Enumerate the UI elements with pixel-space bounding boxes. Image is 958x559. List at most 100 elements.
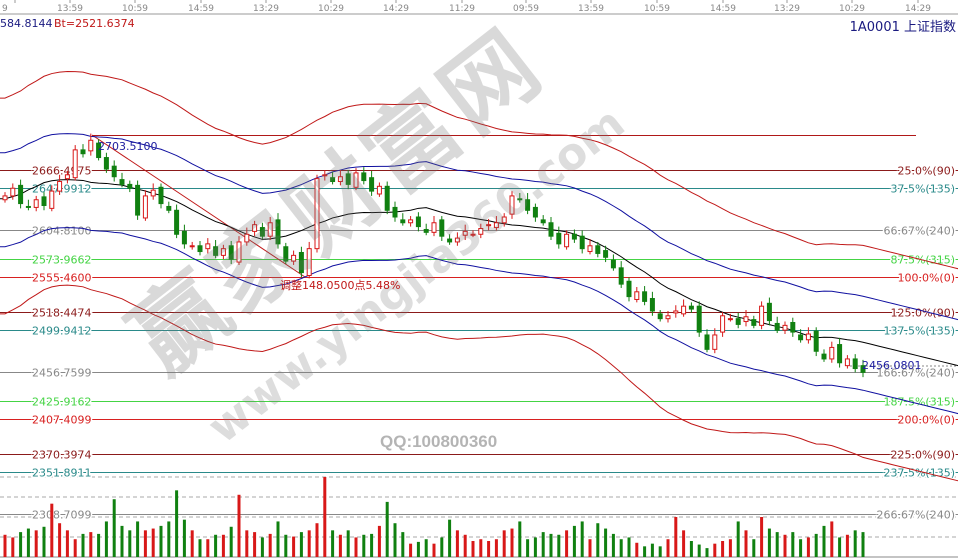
volume-bar xyxy=(206,539,210,557)
candle-body xyxy=(49,190,55,209)
candle-body xyxy=(603,250,609,258)
candle-body xyxy=(610,259,616,269)
candle-body xyxy=(618,267,624,285)
volume-bar xyxy=(346,530,350,557)
candle-body xyxy=(10,187,16,197)
candle-body xyxy=(259,227,265,237)
candle-body xyxy=(860,365,866,373)
candle-body xyxy=(493,222,499,229)
lower-inner-band xyxy=(0,227,958,415)
volume-bar xyxy=(666,539,670,557)
candle-body xyxy=(509,195,515,215)
time-axis-label: 10:59 xyxy=(644,4,670,14)
candle-body xyxy=(517,198,523,201)
candle-body xyxy=(704,334,710,350)
volume-bar xyxy=(806,537,810,557)
candle-body xyxy=(330,177,336,183)
fib-percent-label: 187.5%(315) xyxy=(883,396,955,409)
volume-bar xyxy=(385,501,389,557)
candle-body xyxy=(626,280,632,298)
candle-body xyxy=(681,305,687,315)
candle-body xyxy=(727,318,733,321)
volume-bar xyxy=(401,532,405,557)
fib-price-label: 2499.9412 xyxy=(32,325,92,338)
volume-bar xyxy=(736,521,740,557)
fib-price-label: 2351.8911 xyxy=(32,467,92,480)
candle-body xyxy=(88,139,94,152)
candle-body xyxy=(774,322,780,331)
volume-bar xyxy=(393,523,397,557)
volume-bar xyxy=(338,534,342,557)
candle-body xyxy=(735,318,741,325)
fib-price-label: 2518.4474 xyxy=(32,307,92,320)
candle-body xyxy=(400,219,406,224)
candle-body xyxy=(798,334,804,341)
volume-bar xyxy=(229,526,233,557)
volume-bar xyxy=(557,534,561,557)
candle-body xyxy=(275,219,281,245)
volume-bar xyxy=(221,534,225,557)
candle-body xyxy=(595,245,601,254)
volume-bar xyxy=(783,534,787,557)
volume-bar xyxy=(58,523,62,557)
volume-bar xyxy=(799,539,803,557)
volume-bar xyxy=(167,521,171,557)
candle-body xyxy=(556,232,562,245)
volume-bar xyxy=(370,533,374,557)
time-axis-label: 14:59 xyxy=(188,4,214,14)
fib-percent-label: 100.0%(0) xyxy=(897,272,955,285)
peak-label: 2703.5100 xyxy=(98,140,158,153)
volume-bar xyxy=(604,528,608,557)
volume-bar xyxy=(689,541,693,557)
ma-value: 2584.8144 xyxy=(0,17,53,30)
volume-bar xyxy=(838,537,842,557)
bt-value: Bt=2521.6374 xyxy=(54,17,135,30)
candle-body xyxy=(696,305,702,333)
volume-bar xyxy=(331,530,335,557)
candle-body xyxy=(80,149,86,155)
volume-bar xyxy=(26,528,30,557)
candle-body xyxy=(439,219,445,237)
candle-body xyxy=(72,149,78,179)
last-price-label: 2456.0801 xyxy=(862,359,922,372)
candle-body xyxy=(181,230,187,245)
volume-bar xyxy=(479,539,483,557)
fib-percent-label: 137.5%(135) xyxy=(883,325,955,338)
candle-body xyxy=(57,181,63,192)
symbol-label: 1A0001 上证指数 xyxy=(849,20,956,35)
candle-body xyxy=(369,177,375,192)
volume-bar xyxy=(42,526,46,557)
volume-bar xyxy=(65,530,69,557)
candle-body xyxy=(751,319,757,326)
volume-bar xyxy=(861,532,865,557)
candle-body xyxy=(759,305,765,326)
fib-price-label: 2370.3974 xyxy=(32,449,92,462)
volume-bar xyxy=(510,528,514,557)
volume-bar xyxy=(674,517,678,557)
candle-body xyxy=(782,324,788,331)
volume-bar xyxy=(198,539,202,557)
candle-body xyxy=(649,298,655,312)
time-axis-label: 9 xyxy=(2,4,8,14)
volume-bar xyxy=(253,532,257,557)
volume-bar xyxy=(112,499,116,557)
volume-bar xyxy=(377,525,381,557)
candle-body xyxy=(634,291,640,300)
volume-bar xyxy=(424,539,428,557)
volume-bar xyxy=(728,539,732,557)
candle-body xyxy=(150,189,156,197)
volume-bar xyxy=(565,530,569,557)
volume-bar xyxy=(175,490,179,557)
volume-bar xyxy=(151,528,155,557)
candle-body xyxy=(408,219,414,224)
fib-price-label: 2573.9662 xyxy=(32,254,92,267)
volume-bar xyxy=(822,525,826,557)
volume-bar xyxy=(635,542,639,557)
volume-bar xyxy=(549,533,553,557)
candle-body xyxy=(283,246,289,262)
candle-body xyxy=(197,245,203,253)
candle-body xyxy=(423,228,429,233)
candle-body xyxy=(220,248,226,256)
